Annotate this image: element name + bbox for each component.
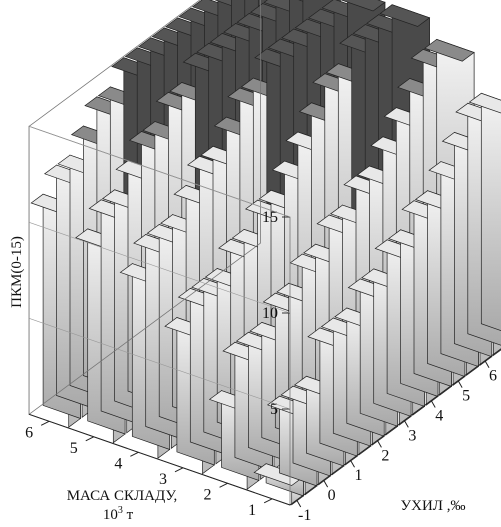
x-tick-mark bbox=[403, 420, 409, 428]
x-tick-mark bbox=[323, 479, 329, 488]
bar-top-face bbox=[424, 39, 475, 62]
y-tick-mark bbox=[263, 498, 273, 504]
x-tick-label: 3 bbox=[408, 427, 416, 444]
y-tick-mark bbox=[85, 436, 94, 442]
y-tick-mark bbox=[174, 467, 184, 473]
x-tick-mark bbox=[296, 499, 302, 508]
bar-top-face bbox=[379, 4, 431, 27]
y-tick-mark bbox=[130, 451, 139, 457]
z-tick-label: 15 bbox=[262, 209, 278, 226]
x-tick-label: 1 bbox=[355, 467, 363, 484]
bar bbox=[468, 92, 501, 331]
y-axis-label-unit: т bbox=[123, 507, 134, 522]
x-axis-line bbox=[289, 348, 501, 506]
y-tick-label: 1 bbox=[248, 502, 256, 519]
bar-top-face bbox=[468, 92, 501, 114]
x-tick-label: 4 bbox=[435, 408, 443, 425]
y-tick-mark bbox=[40, 420, 50, 426]
x-tick-label: 6 bbox=[489, 368, 497, 385]
y-tick-label: 6 bbox=[25, 424, 33, 441]
y-axis-label-base: 10 bbox=[103, 507, 118, 522]
y-tick-label: 5 bbox=[70, 440, 78, 457]
z-grid-line bbox=[28, 126, 291, 218]
z-axis-label: ПКМ(0-15) bbox=[9, 236, 25, 308]
x-tick-mark bbox=[457, 380, 463, 388]
x-tick-mark bbox=[350, 459, 355, 468]
z-tick-label: 10 bbox=[262, 305, 278, 322]
x-tick-mark bbox=[484, 360, 490, 368]
z-tick-label: 5 bbox=[270, 401, 278, 418]
y-axis-line bbox=[28, 413, 291, 506]
labels-layer: ПКМ(0-15) МАСА СКЛАДУ, 103 т УХИЛ ,‰ bbox=[9, 236, 466, 523]
x-tick-label: 5 bbox=[462, 388, 470, 405]
x-tick-label: 2 bbox=[381, 447, 389, 464]
bar-side-face bbox=[480, 92, 501, 331]
x-tick-label: -1 bbox=[298, 507, 311, 522]
z-grid-line bbox=[28, 222, 291, 314]
x-tick-mark bbox=[430, 400, 436, 408]
y-tick-mark bbox=[219, 482, 228, 488]
bar-top-face bbox=[340, 0, 386, 12]
z-grid-line bbox=[28, 318, 291, 410]
y-axis-label-line1: МАСА СКЛАДУ, bbox=[67, 488, 178, 504]
x-tick-mark bbox=[376, 440, 382, 448]
y-tick-label: 4 bbox=[114, 455, 122, 472]
bars-layer bbox=[30, 0, 501, 506]
bar bbox=[253, 463, 305, 506]
y-tick-label: 2 bbox=[204, 486, 212, 503]
x-tick-label: 0 bbox=[328, 487, 336, 504]
y-axis-label-exp: 3 bbox=[118, 505, 123, 516]
x-axis-label: УХИЛ ,‰ bbox=[401, 498, 466, 514]
y-axis-label-line2: 103 т bbox=[103, 505, 134, 522]
y-tick-label: 3 bbox=[159, 471, 167, 488]
